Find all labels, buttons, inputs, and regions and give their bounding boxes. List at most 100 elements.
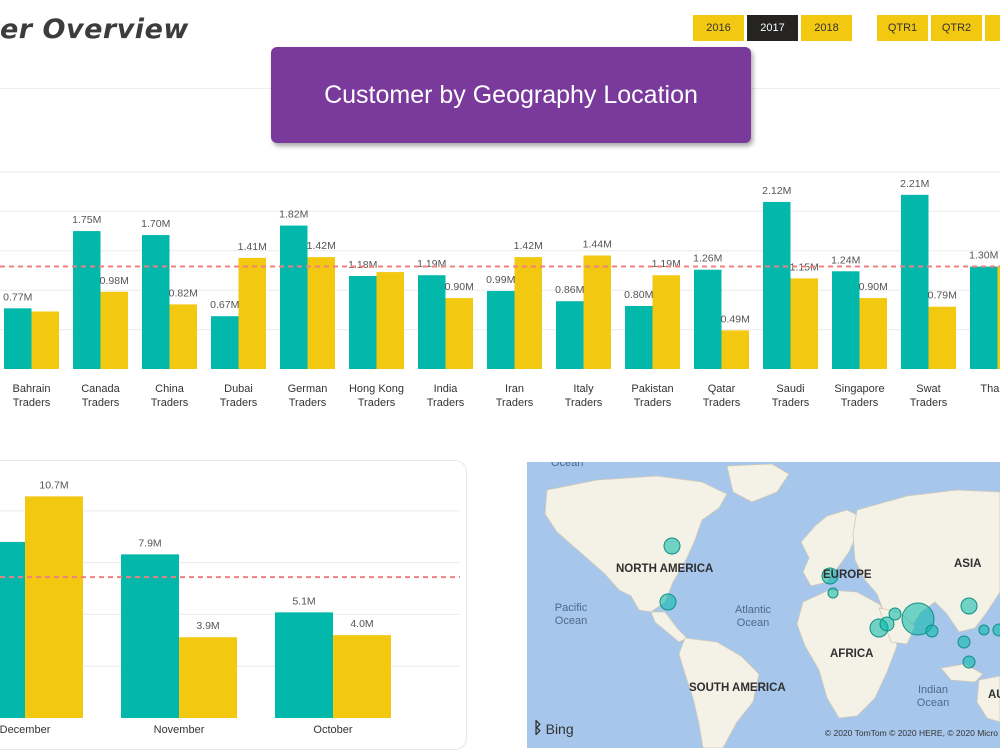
bar-b[interactable] [514,257,543,369]
bar-a[interactable] [901,194,929,369]
quarter-slicer-button[interactable]: QTR2 [931,15,982,41]
map-bubble[interactable] [901,602,935,636]
data-label: 0.77M [3,291,32,303]
category-label: Saudi [776,383,804,395]
data-label: 1.19M [417,258,446,270]
map-bubble[interactable] [992,623,1000,637]
bar-a[interactable] [832,271,860,369]
bar-a[interactable] [418,275,446,369]
map-label-atlantic: Atlantic Ocean [734,604,772,629]
data-label: 1.42M [514,240,543,252]
bar-b[interactable] [31,311,60,369]
category-label: Traders [151,397,189,409]
map-label-pacific: Pacific Ocean [554,602,588,627]
bar-b[interactable] [997,265,1000,369]
year-slicer-button[interactable]: 2016 [693,15,744,41]
category-label: Canada [81,383,120,395]
bar-a[interactable] [556,301,584,369]
bar-b[interactable] [376,272,405,369]
bar-b[interactable] [169,304,198,369]
map-bubble[interactable] [978,624,990,636]
data-label: 1.75M [72,214,101,226]
year-slicer: 2016 2017 2018 [693,15,852,41]
data-label: 0.98M [100,275,129,287]
monthly-sales-chart[interactable]: M10.7MDecember7.9M3.9MNovember5.1M4.0MOc… [0,460,470,750]
category-label: Hong Kong [349,383,404,395]
map-bubble[interactable] [962,655,976,669]
quarter-slicer: QTR1 QTR2 [877,15,1000,41]
bar-b[interactable] [928,306,957,369]
category-label: Traders [289,397,327,409]
quarter-slicer-button[interactable] [985,15,1000,41]
bar-a[interactable] [73,231,101,369]
bar-b[interactable] [238,257,267,369]
page-title: er Overview [0,14,189,45]
category-label: Bahrain [13,383,51,395]
category-label: Traders [703,397,741,409]
year-slicer-button[interactable]: 2018 [801,15,852,41]
data-label: 0.86M [555,284,584,296]
bar-b[interactable] [859,298,888,369]
data-label: 1.24M [831,254,860,266]
map-bubble[interactable] [957,635,971,649]
bar-b[interactable] [307,257,336,369]
data-label: 0.67M [210,299,239,311]
bar-a[interactable] [275,612,333,718]
bar-a[interactable] [349,276,377,369]
bar-a[interactable] [694,269,722,369]
bar-b[interactable] [333,635,391,718]
category-label: Italy [573,383,594,395]
map-bubble[interactable] [879,616,895,632]
bar-b[interactable] [790,278,819,369]
map-bubble[interactable] [960,597,978,615]
map-bubble[interactable] [821,567,839,585]
bar-b[interactable] [100,291,129,369]
geography-map[interactable]: Ocean NORTH AMERICA EUROPE ASIA AFRICA S… [527,462,1000,748]
bar-a[interactable] [280,225,308,369]
map-label-south-america: SOUTH AMERICA [689,682,786,694]
bar-b[interactable] [652,275,681,369]
bar-b[interactable] [25,496,83,718]
category-label: Traders [634,397,672,409]
bar-a[interactable] [625,305,653,369]
category-label: Swat [916,383,940,395]
bar-a[interactable] [4,308,32,369]
world-map-land [544,463,1000,748]
data-label: 3.9M [196,620,219,632]
customer-geography-banner[interactable]: Customer by Geography Location [271,47,751,143]
bar-a[interactable] [121,554,179,718]
bar-a[interactable] [763,201,791,369]
bar-a[interactable] [970,266,998,369]
year-slicer-button[interactable]: 2017 [747,15,798,41]
bar-b[interactable] [721,330,750,369]
quarter-slicer-button[interactable]: QTR1 [877,15,928,41]
data-label: 2.21M [900,178,929,190]
data-label: 1.70M [141,218,170,230]
category-label: Thai Tr [980,383,1000,395]
map-label-europe: EUROPE [823,569,872,581]
data-label: 1.26M [693,253,722,265]
data-label: 0.90M [445,281,474,293]
bar-a[interactable] [142,235,170,369]
bing-logo: ᛒ Bing [533,720,574,737]
bar-a[interactable] [211,316,239,369]
bar-b[interactable] [179,637,237,718]
bar-b[interactable] [445,298,474,369]
category-label: Iran [505,383,524,395]
map-bubble[interactable] [827,587,839,599]
bar-a[interactable] [0,541,25,718]
map-bubble[interactable] [925,624,939,638]
category-label: Traders [13,397,51,409]
data-label: 5.1M [292,595,315,607]
map-bubble[interactable] [888,607,902,621]
category-label: Traders [427,397,465,409]
category-label: Traders [82,397,120,409]
bar-b[interactable] [583,255,612,369]
map-bubble[interactable] [663,537,681,555]
customer-by-trader-chart[interactable]: 0.77M Bahrain Traders 1.75M 0.98M Canada Trade… [0,88,1000,420]
bar-a[interactable] [487,290,515,369]
category-label: India [434,383,459,395]
category-label: October [313,724,352,736]
map-bubble[interactable] [659,593,677,611]
data-label: 1.19M [652,258,681,270]
